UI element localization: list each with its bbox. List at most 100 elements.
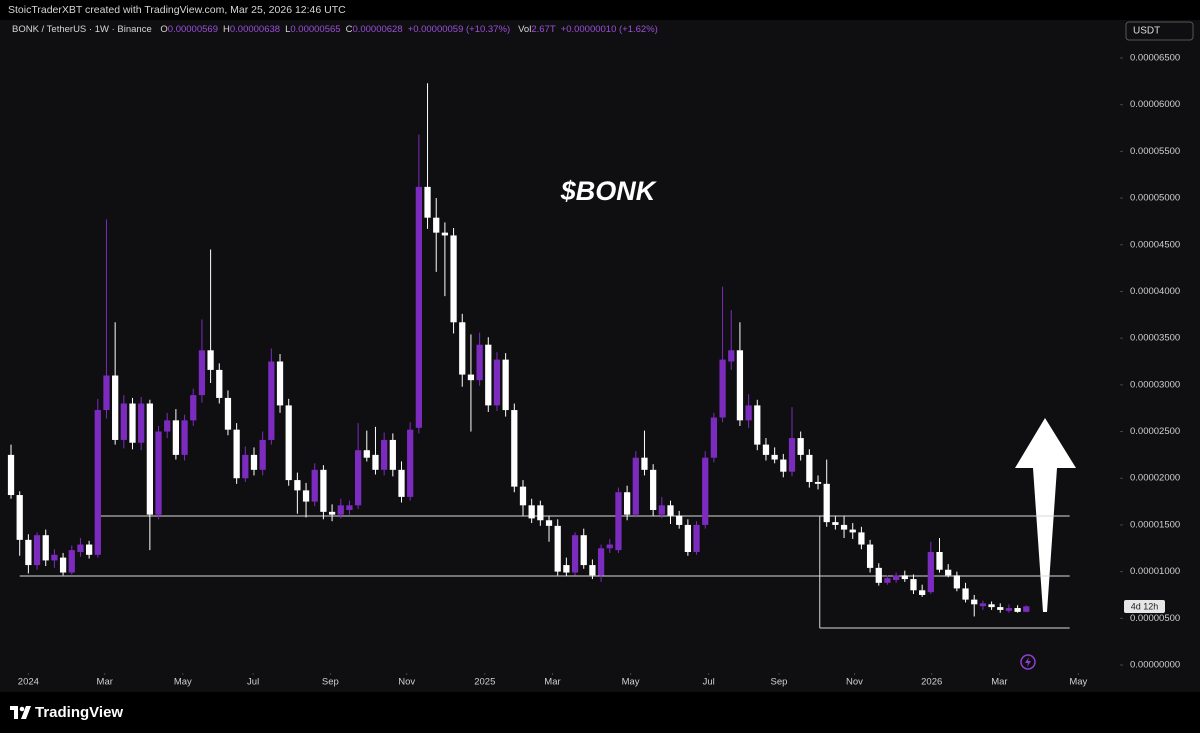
candle-body bbox=[658, 505, 665, 515]
candle-body bbox=[485, 344, 492, 406]
candle-body bbox=[780, 459, 787, 472]
candle-body bbox=[363, 450, 370, 458]
x-tick-label: May bbox=[174, 677, 192, 688]
lightning-bolt bbox=[1025, 657, 1031, 667]
y-tick-label: 0.00005500 bbox=[1130, 146, 1180, 157]
bottom-bar bbox=[0, 692, 1200, 733]
brand-logo bbox=[10, 706, 31, 719]
brand: TradingView bbox=[35, 704, 123, 721]
candle-body bbox=[953, 575, 960, 589]
y-tick-label: 0.00006500 bbox=[1130, 53, 1180, 64]
x-tick-label: 2026 bbox=[921, 677, 942, 688]
candle-body bbox=[762, 444, 770, 455]
candle-body bbox=[138, 403, 145, 443]
x-tick-label: Sep bbox=[322, 677, 339, 688]
candle-body bbox=[450, 235, 457, 323]
legend-change: +0.00000010 (+1.62%) bbox=[560, 24, 658, 35]
y-tick-label: 0.00000000 bbox=[1130, 660, 1180, 671]
symbol: BONK / TetherUS · 1W · Binance bbox=[12, 24, 152, 35]
legend-key: O bbox=[160, 24, 168, 35]
chart-title: $BONK bbox=[560, 176, 658, 206]
countdown: 4d 12h bbox=[1131, 601, 1159, 611]
attribution: StoicTraderXBT created with TradingView.… bbox=[8, 4, 346, 16]
legend-value: 0.00000565 bbox=[290, 24, 341, 35]
symbol-legend: BONK / TetherUS · 1W · Binance O0.000005… bbox=[12, 24, 658, 35]
candle-body bbox=[259, 439, 266, 470]
candle-body bbox=[571, 535, 579, 573]
candle-body bbox=[337, 505, 344, 515]
candle-body bbox=[459, 322, 466, 375]
candle-body bbox=[988, 604, 995, 608]
x-tick-label: Mar bbox=[97, 677, 113, 688]
candle-body bbox=[788, 438, 796, 472]
currency: USDT bbox=[1133, 26, 1160, 37]
candle-body bbox=[519, 486, 527, 506]
legend-key: C bbox=[345, 24, 353, 35]
candle-body bbox=[580, 535, 587, 566]
candle-body bbox=[823, 483, 830, 523]
candle-body bbox=[936, 552, 943, 570]
candle-body bbox=[216, 369, 223, 398]
candle-body bbox=[650, 469, 657, 510]
candle-body bbox=[606, 544, 613, 549]
candle-body bbox=[502, 359, 509, 411]
x-tick-label: Sep bbox=[771, 677, 788, 688]
x-tick-label: Jul bbox=[703, 677, 715, 688]
legend-value: 0.00000628 bbox=[352, 24, 403, 35]
candle-body bbox=[59, 557, 67, 573]
y-tick-label: 0.00001500 bbox=[1130, 519, 1180, 530]
candle-body bbox=[372, 454, 379, 470]
candle-body bbox=[476, 344, 483, 381]
candle-body bbox=[736, 350, 744, 421]
candle-body bbox=[389, 439, 396, 470]
up-arrow bbox=[1015, 418, 1076, 612]
candle-body bbox=[866, 544, 874, 568]
legend-value: 0.00000569 bbox=[167, 24, 218, 35]
candle-body bbox=[155, 431, 162, 515]
candle-body bbox=[233, 429, 240, 479]
candle-body bbox=[285, 405, 292, 481]
candle-body bbox=[719, 359, 726, 418]
candle-body bbox=[537, 505, 544, 521]
y-tick-label: 0.00006000 bbox=[1130, 99, 1180, 110]
candle-body bbox=[250, 454, 258, 470]
candle-body bbox=[745, 405, 752, 421]
y-tick-label: 0.00004000 bbox=[1130, 286, 1180, 297]
legend-key: H bbox=[222, 24, 230, 35]
candle-body bbox=[667, 505, 674, 516]
candle-body bbox=[840, 524, 848, 530]
candle-body bbox=[1014, 608, 1021, 612]
candle-body bbox=[224, 397, 232, 430]
candle-body bbox=[268, 361, 275, 440]
y-tick-label: 0.00003500 bbox=[1130, 333, 1180, 344]
candle-body bbox=[467, 374, 475, 381]
candle-body bbox=[433, 217, 440, 233]
candle-body bbox=[979, 603, 987, 607]
candle-body bbox=[875, 567, 882, 583]
candle-body bbox=[33, 535, 41, 566]
candle-body bbox=[892, 575, 900, 581]
candle-body bbox=[346, 505, 353, 510]
candle-body bbox=[103, 375, 110, 411]
candle-body bbox=[407, 429, 414, 497]
candle-body bbox=[146, 403, 153, 515]
y-tick-label: 0.00002000 bbox=[1130, 473, 1180, 484]
candle-body bbox=[528, 505, 535, 519]
candle-body bbox=[172, 420, 180, 455]
x-tick-label: Mar bbox=[544, 677, 560, 688]
candle-body bbox=[919, 590, 926, 595]
legend-value: 2.67T bbox=[531, 24, 556, 35]
candle-body bbox=[806, 454, 813, 482]
candle-body bbox=[632, 457, 639, 515]
candle-body bbox=[294, 480, 301, 491]
candle-body bbox=[120, 403, 127, 440]
candle-body bbox=[1023, 606, 1030, 612]
legend-change: +0.00000059 (+10.37%) bbox=[407, 24, 511, 35]
countdown-box bbox=[1124, 600, 1165, 613]
candle-body bbox=[354, 450, 362, 506]
x-tick-label: Jul bbox=[247, 677, 259, 688]
candle-body bbox=[311, 469, 318, 502]
candle-body bbox=[971, 599, 978, 605]
candle-body bbox=[754, 405, 761, 445]
candle-body bbox=[381, 439, 388, 470]
